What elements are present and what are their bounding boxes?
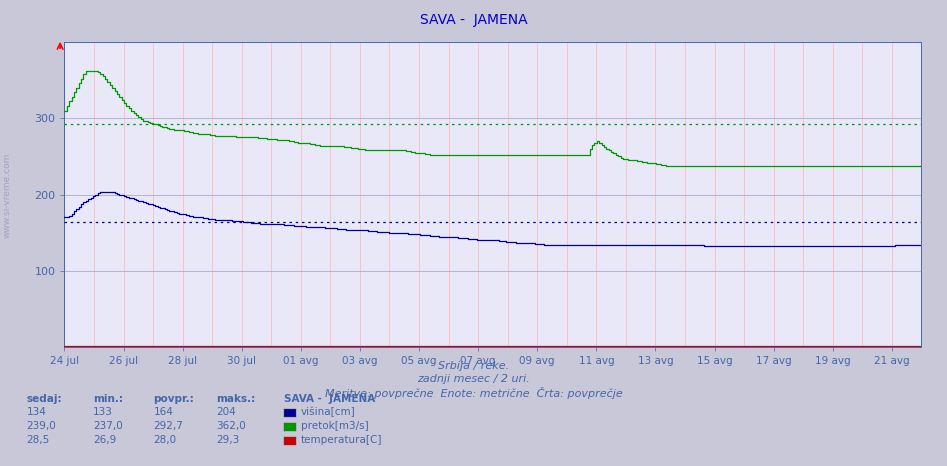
Text: Srbija / reke.: Srbija / reke. xyxy=(438,361,509,371)
Text: višina[cm]: višina[cm] xyxy=(301,406,356,417)
Text: 134: 134 xyxy=(27,407,46,417)
Text: 204: 204 xyxy=(216,407,236,417)
Text: SAVA -  JAMENA: SAVA - JAMENA xyxy=(420,13,527,27)
Text: www.si-vreme.com: www.si-vreme.com xyxy=(3,153,12,239)
Text: Meritve: povprečne  Enote: metrične  Črta: povprečje: Meritve: povprečne Enote: metrične Črta:… xyxy=(325,387,622,399)
Text: SAVA -  JAMENA: SAVA - JAMENA xyxy=(284,394,375,404)
Text: 28,0: 28,0 xyxy=(153,435,176,445)
Text: 164: 164 xyxy=(153,407,173,417)
Text: sedaj:: sedaj: xyxy=(27,394,63,404)
Text: temperatura[C]: temperatura[C] xyxy=(301,435,383,445)
Text: pretok[m3/s]: pretok[m3/s] xyxy=(301,421,369,431)
Text: povpr.:: povpr.: xyxy=(153,394,194,404)
Text: 362,0: 362,0 xyxy=(216,421,245,431)
Text: 28,5: 28,5 xyxy=(27,435,50,445)
Text: 29,3: 29,3 xyxy=(216,435,240,445)
Text: 26,9: 26,9 xyxy=(93,435,116,445)
Text: min.:: min.: xyxy=(93,394,123,404)
Text: 133: 133 xyxy=(93,407,113,417)
Text: zadnji mesec / 2 uri.: zadnji mesec / 2 uri. xyxy=(417,374,530,384)
Text: 239,0: 239,0 xyxy=(27,421,56,431)
Text: 292,7: 292,7 xyxy=(153,421,184,431)
Text: 237,0: 237,0 xyxy=(93,421,122,431)
Text: maks.:: maks.: xyxy=(216,394,255,404)
